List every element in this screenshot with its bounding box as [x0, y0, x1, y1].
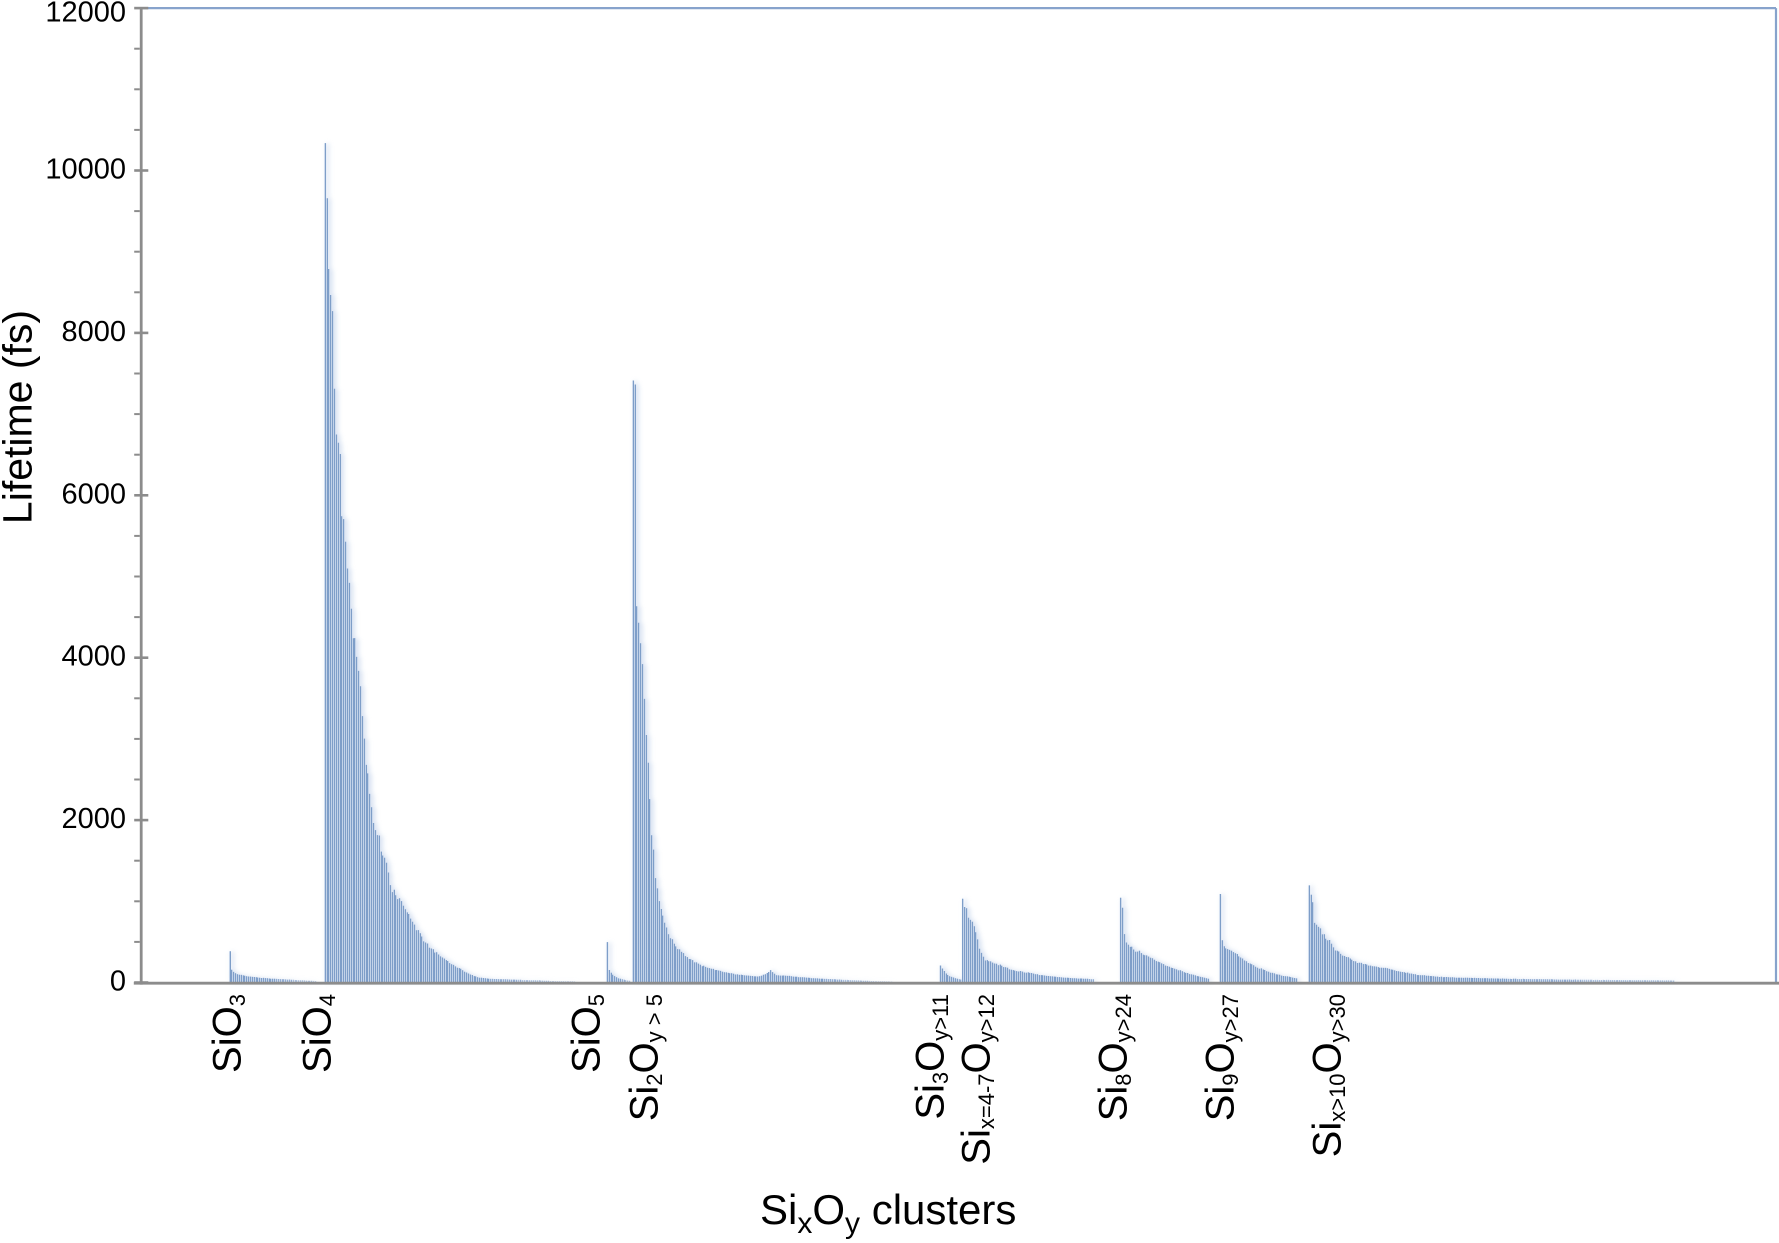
svg-text:8000: 8000 [61, 316, 126, 348]
svg-text:4000: 4000 [61, 641, 126, 673]
svg-text:Six>10​Oy>30​: Six>10​Oy>30​ [1306, 994, 1351, 1157]
svg-text:0: 0 [110, 966, 126, 998]
svg-text:SiO4​: SiO4​ [296, 994, 341, 1073]
svg-text:6000: 6000 [61, 478, 126, 510]
svg-text:Si2​Oy > 5​: Si2​Oy > 5​ [623, 994, 668, 1121]
svg-text:SixOy clusters: SixOy clusters [760, 1186, 1016, 1240]
svg-text:Si3​Oy>11​: Si3​Oy>11​ [909, 994, 954, 1120]
svg-text:12000: 12000 [45, 0, 126, 28]
svg-text:10000: 10000 [45, 154, 126, 186]
svg-text:Si8​Oy>24​: Si8​Oy>24​ [1092, 994, 1137, 1121]
svg-text:Six=4-7​Oy>12​: Six=4-7​Oy>12​ [955, 994, 1000, 1165]
svg-text:2000: 2000 [61, 803, 126, 835]
svg-text:Si9​Oy>27​: Si9​Oy>27​ [1199, 994, 1244, 1121]
svg-text:Lifetime (fs): Lifetime (fs) [0, 310, 41, 524]
svg-text:SiO5​: SiO5​ [565, 994, 610, 1073]
svg-text:SiO3​: SiO3​ [206, 994, 251, 1073]
